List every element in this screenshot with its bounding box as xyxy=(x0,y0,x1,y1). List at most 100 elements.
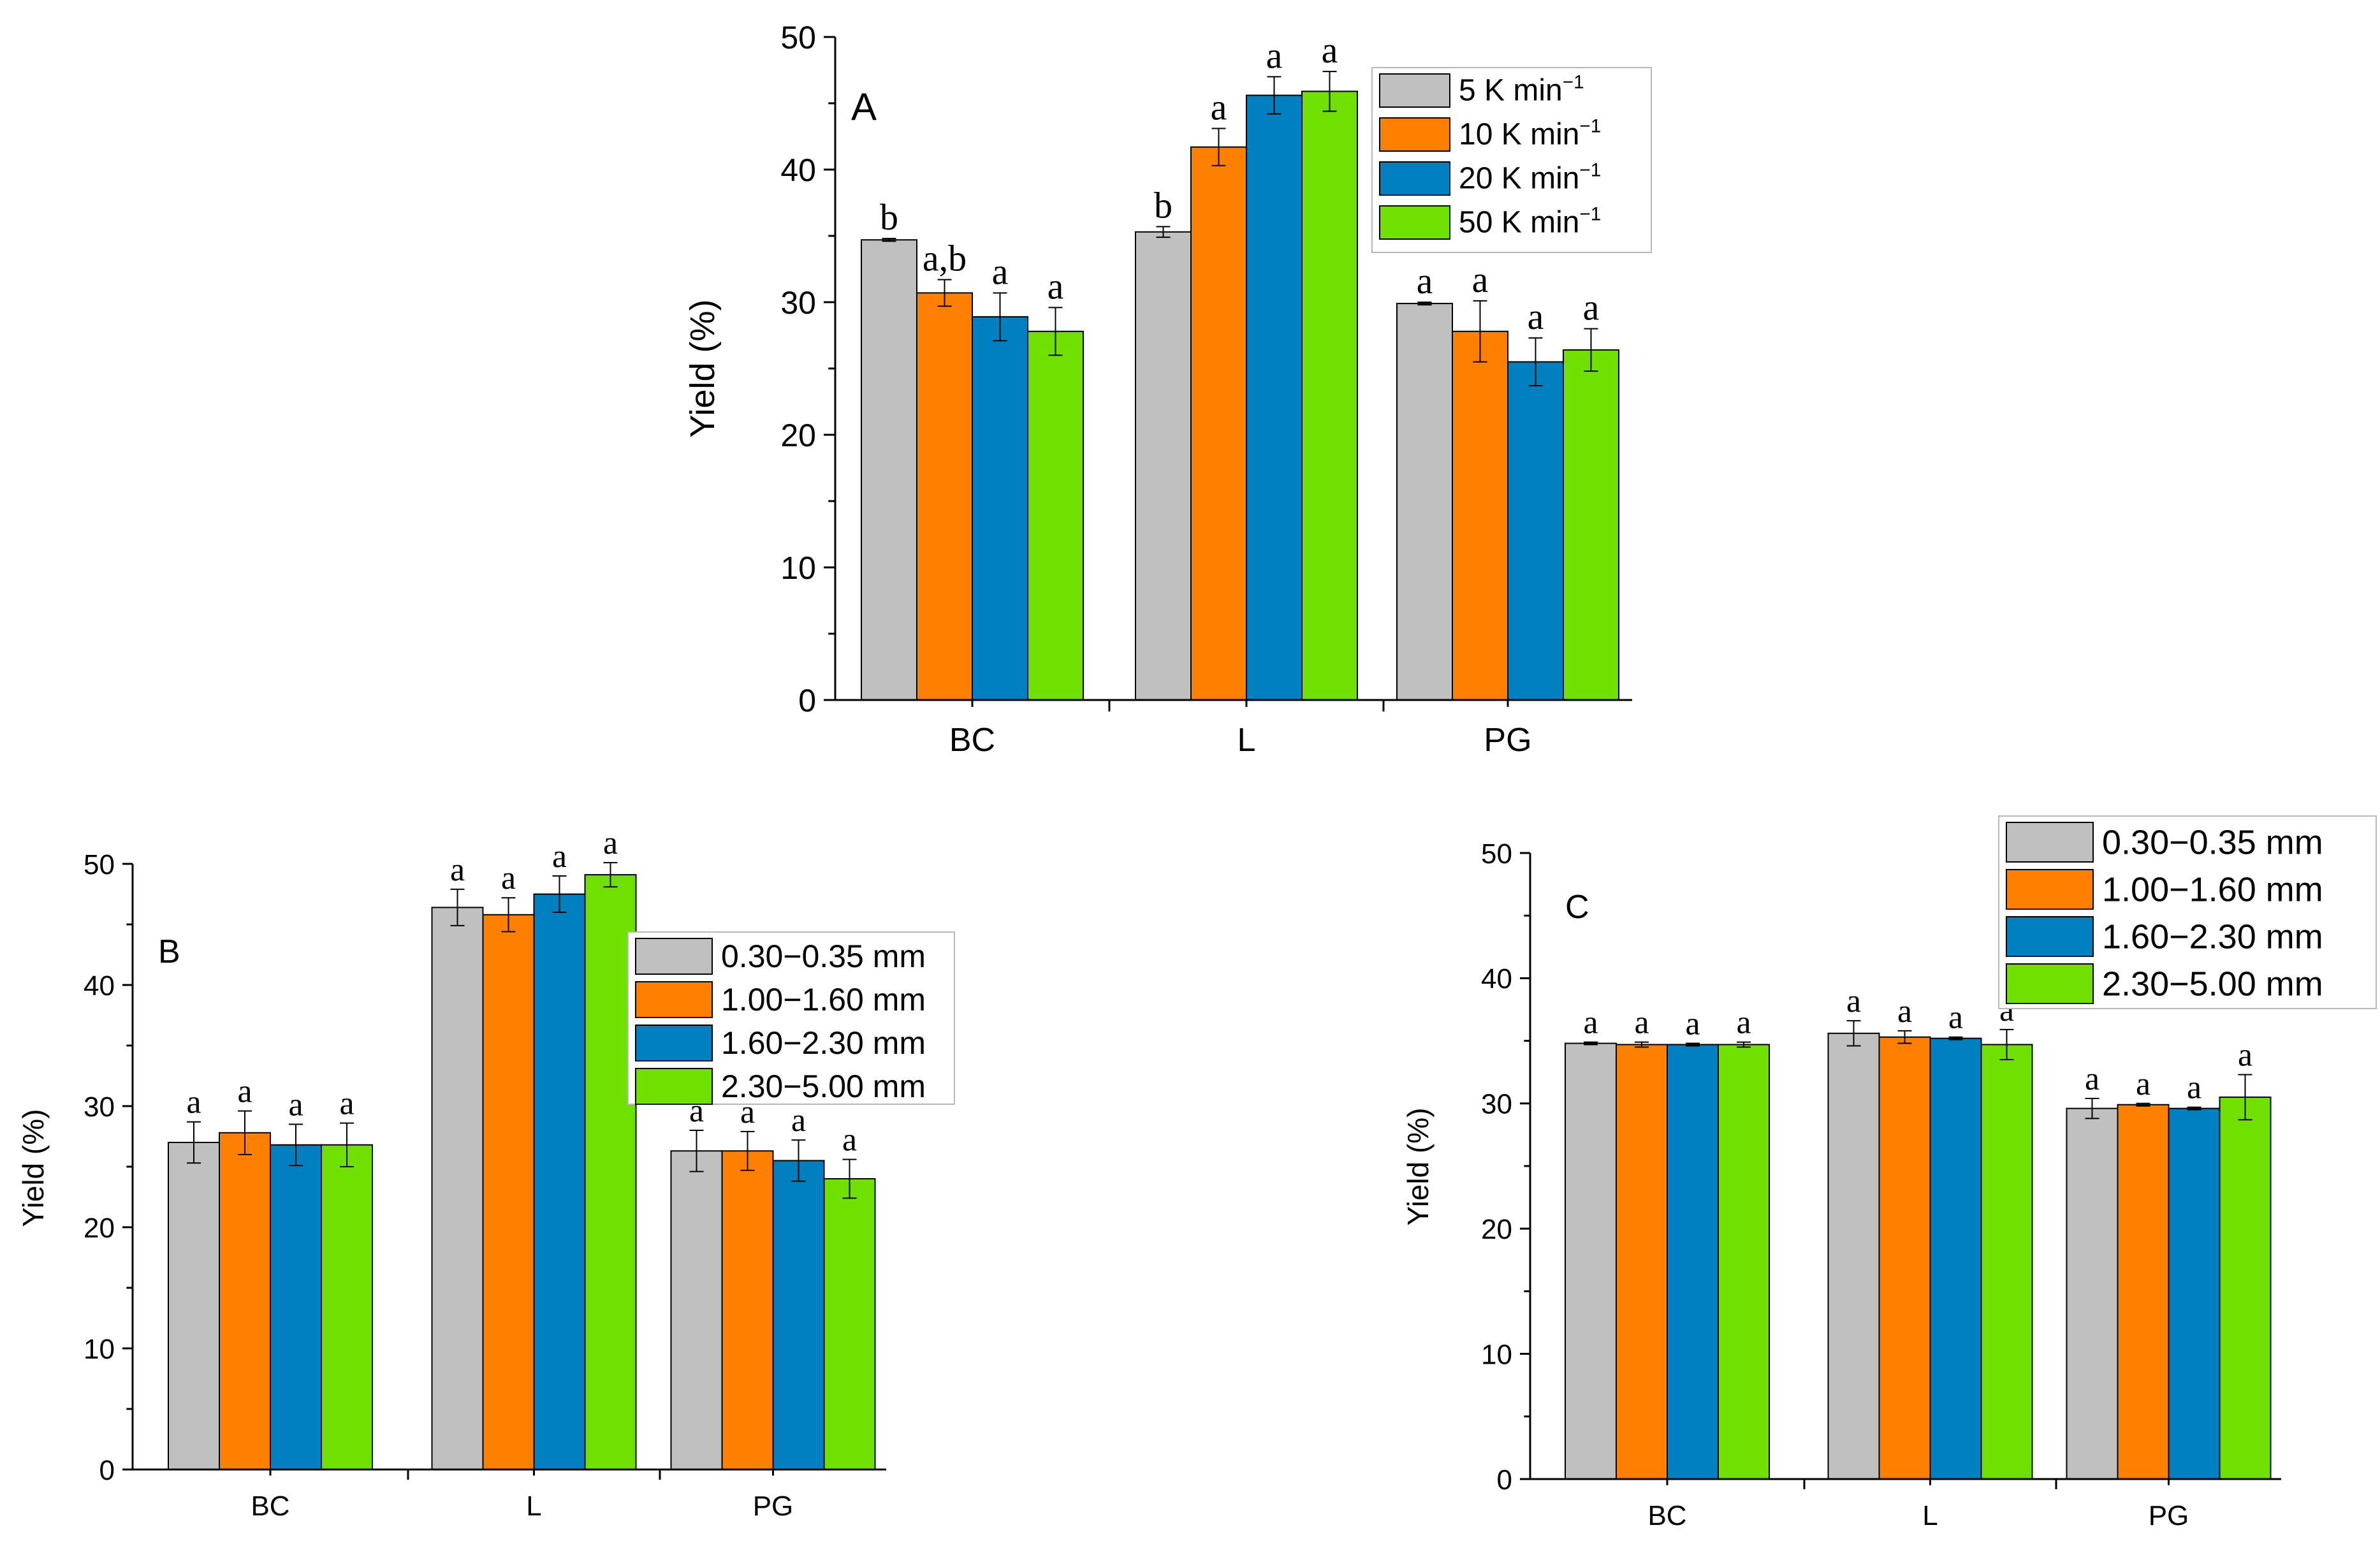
x-tick-label: PG xyxy=(753,1491,794,1522)
significance-label: a xyxy=(1634,1005,1649,1041)
legend-label: 50 K min−1 xyxy=(1459,203,1601,239)
significance-label: a,b xyxy=(923,238,967,279)
significance-label: a xyxy=(1897,993,1912,1030)
bar xyxy=(219,1132,271,1471)
significance-label: a xyxy=(1211,87,1227,128)
significance-label: a xyxy=(1736,1005,1751,1041)
significance-label: a xyxy=(1417,260,1433,302)
y-axis-label: Yield (%) xyxy=(683,299,722,437)
y-tick-label: 30 xyxy=(84,1091,115,1123)
y-axis-label: Yield (%) xyxy=(17,1109,50,1227)
legend: 5 K min−110 K min−120 K min−150 K min−1 xyxy=(1371,67,1652,253)
significance-label: a xyxy=(1472,259,1489,300)
bar xyxy=(1565,1042,1617,1480)
bar xyxy=(2219,1096,2272,1480)
bar xyxy=(1667,1044,1719,1480)
significance-label: a xyxy=(1048,265,1064,307)
y-tick-label: 10 xyxy=(1481,1339,1512,1370)
significance-label: a xyxy=(450,852,465,888)
bar xyxy=(1929,1037,1982,1480)
legend-label-superscript: −1 xyxy=(1579,203,1601,224)
bar xyxy=(1616,1044,1668,1480)
bar xyxy=(721,1150,774,1471)
x-tick-label: L xyxy=(1237,722,1256,759)
legend: 0.30−0.35 mm 1.00−1.60 mm 1.60−2.30 mm 2.30… xyxy=(1998,815,2377,1009)
legend-label: 1.00−1.60 mm xyxy=(2102,871,2323,909)
legend-swatch xyxy=(635,981,713,1018)
bar xyxy=(1301,91,1358,701)
bar xyxy=(1190,146,1247,701)
significance-label: a xyxy=(842,1122,857,1158)
y-tick-label: 10 xyxy=(84,1334,115,1365)
bar xyxy=(772,1160,825,1470)
bar xyxy=(1246,94,1303,701)
legend-label: 1.00−1.60 mm xyxy=(721,982,926,1017)
bar xyxy=(1980,1044,2033,1480)
y-tick-label: 40 xyxy=(1481,963,1512,995)
bar xyxy=(2066,1107,2119,1480)
x-tick-label: PG xyxy=(1484,722,1531,759)
significance-label: b xyxy=(880,196,898,238)
legend-label: 20 K min−1 xyxy=(1459,159,1601,195)
legend-swatch xyxy=(1379,117,1450,152)
legend-swatch xyxy=(2006,963,2094,1004)
bar xyxy=(270,1144,322,1471)
x-tick-label: L xyxy=(526,1491,541,1522)
y-tick-label: 0 xyxy=(99,1455,115,1486)
bar xyxy=(321,1144,373,1471)
y-tick-label: 0 xyxy=(1497,1464,1512,1496)
y-tick-label: 10 xyxy=(780,550,816,586)
bar xyxy=(670,1150,723,1471)
significance-label: a xyxy=(501,860,516,896)
legend-label-superscript: −1 xyxy=(1579,159,1601,180)
legend-label: 1.60−2.30 mm xyxy=(721,1025,926,1061)
legend-swatch xyxy=(635,1025,713,1061)
significance-label: a xyxy=(552,838,567,875)
y-tick-label: 20 xyxy=(780,418,816,453)
y-tick-label: 30 xyxy=(780,285,816,321)
bar xyxy=(533,893,586,1470)
x-tick-label: BC xyxy=(949,722,995,759)
bar xyxy=(482,914,535,1471)
bar xyxy=(1452,330,1508,701)
significance-label: a xyxy=(2187,1070,2201,1106)
legend-swatch xyxy=(1379,205,1450,240)
y-tick-label: 40 xyxy=(84,970,115,1002)
legend-swatch xyxy=(635,938,713,975)
significance-label: a xyxy=(1583,287,1600,328)
x-tick-label: L xyxy=(1922,1500,1938,1531)
bar xyxy=(823,1178,876,1470)
y-tick-label: 50 xyxy=(1481,838,1512,870)
significance-label: a xyxy=(2085,1061,2099,1097)
legend-label-superscript: −1 xyxy=(1563,71,1584,92)
bar xyxy=(1878,1036,1931,1480)
bar xyxy=(1827,1032,1880,1480)
bar xyxy=(1563,349,1619,701)
legend-label: 2.30−5.00 mm xyxy=(721,1068,926,1104)
x-tick-label: BC xyxy=(251,1491,289,1522)
y-axis-label: Yield (%) xyxy=(1401,1108,1435,1226)
significance-label: a xyxy=(603,825,618,861)
significance-label: a xyxy=(2238,1037,2252,1074)
y-tick-label: 50 xyxy=(84,849,115,880)
x-tick-label: BC xyxy=(1647,1500,1686,1531)
bar xyxy=(1027,330,1084,701)
legend-swatch xyxy=(2006,869,2094,910)
significance-label: a xyxy=(288,1087,303,1123)
y-tick-label: 30 xyxy=(1481,1089,1512,1120)
legend-swatch xyxy=(2006,916,2094,957)
legend-label-superscript: −1 xyxy=(1579,115,1601,136)
significance-label: a xyxy=(1685,1006,1700,1042)
significance-label: a xyxy=(1266,34,1283,76)
significance-label: a xyxy=(992,251,1009,292)
bar xyxy=(1135,231,1192,701)
significance-label: a xyxy=(1322,29,1338,71)
significance-label: a xyxy=(237,1074,252,1110)
significance-label: b xyxy=(1154,184,1172,226)
bar xyxy=(2117,1104,2170,1480)
legend: 0.30−0.35 mm 1.00−1.60 mm 1.60−2.30 mm 2.30… xyxy=(627,931,955,1105)
bar xyxy=(1396,303,1453,701)
